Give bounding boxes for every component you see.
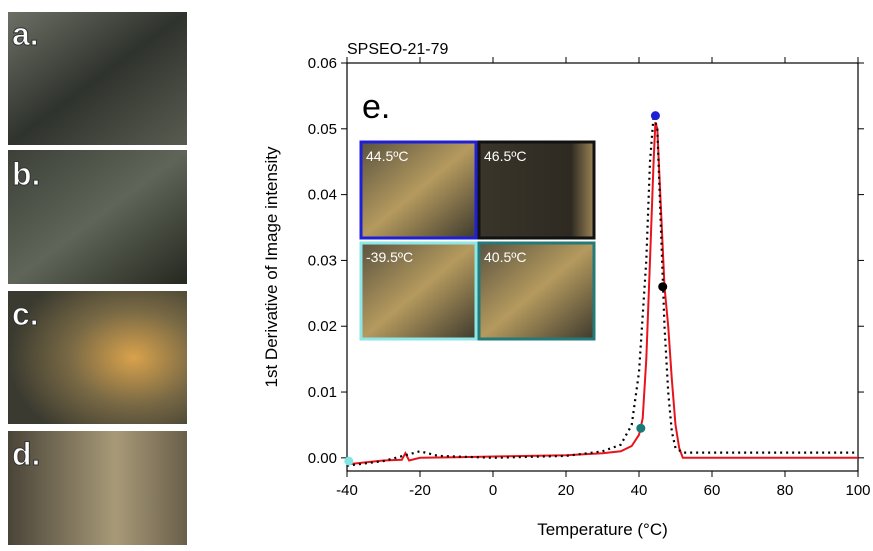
y-tick-label: 0.00 xyxy=(308,450,337,467)
x-tick-label: 20 xyxy=(558,482,575,499)
y-tick-label: 0.02 xyxy=(308,318,337,335)
figure: a. b. c. d. SPSEO-21-79 Temperature (°C) 1st … xyxy=(0,0,873,546)
chart: SPSEO-21-79 Temperature (°C) 1st Derivativ… xyxy=(262,41,871,539)
data-point xyxy=(344,457,353,466)
x-tick-label: 60 xyxy=(704,482,721,499)
inset-label: 40.5ºC xyxy=(484,249,526,265)
chart-title: SPSEO-21-79 xyxy=(347,41,448,58)
data-point xyxy=(636,424,645,433)
y-tick-label: 0.05 xyxy=(308,121,337,138)
x-tick-label: 0 xyxy=(489,482,497,499)
panel-label: d. xyxy=(12,436,40,472)
x-axis-label: Temperature (°C) xyxy=(537,520,668,539)
x-tick-label: 80 xyxy=(777,482,794,499)
x-tick-label: -40 xyxy=(336,482,358,499)
y-axis-label: 1st Derivative of Image intensity xyxy=(262,146,281,387)
annotation: e. xyxy=(362,88,390,126)
y-tick-label: 0.03 xyxy=(308,252,337,269)
panel-label: a. xyxy=(12,16,39,52)
x-tick-label: -20 xyxy=(409,482,431,499)
y-tick-label: 0.01 xyxy=(308,384,337,401)
data-point xyxy=(651,111,660,120)
y-tick-label: 0.04 xyxy=(308,187,337,204)
inset-label: 44.5ºC xyxy=(366,148,408,164)
panel-label: c. xyxy=(12,296,39,332)
x-tick-label: 40 xyxy=(631,482,648,499)
x-tick-label: 100 xyxy=(845,482,870,499)
y-tick-label: 0.06 xyxy=(308,55,337,72)
inset-label: -39.5ºC xyxy=(366,249,413,265)
inset-label: 46.5ºC xyxy=(484,148,526,164)
panel-label: b. xyxy=(12,156,40,192)
data-point xyxy=(658,282,667,291)
